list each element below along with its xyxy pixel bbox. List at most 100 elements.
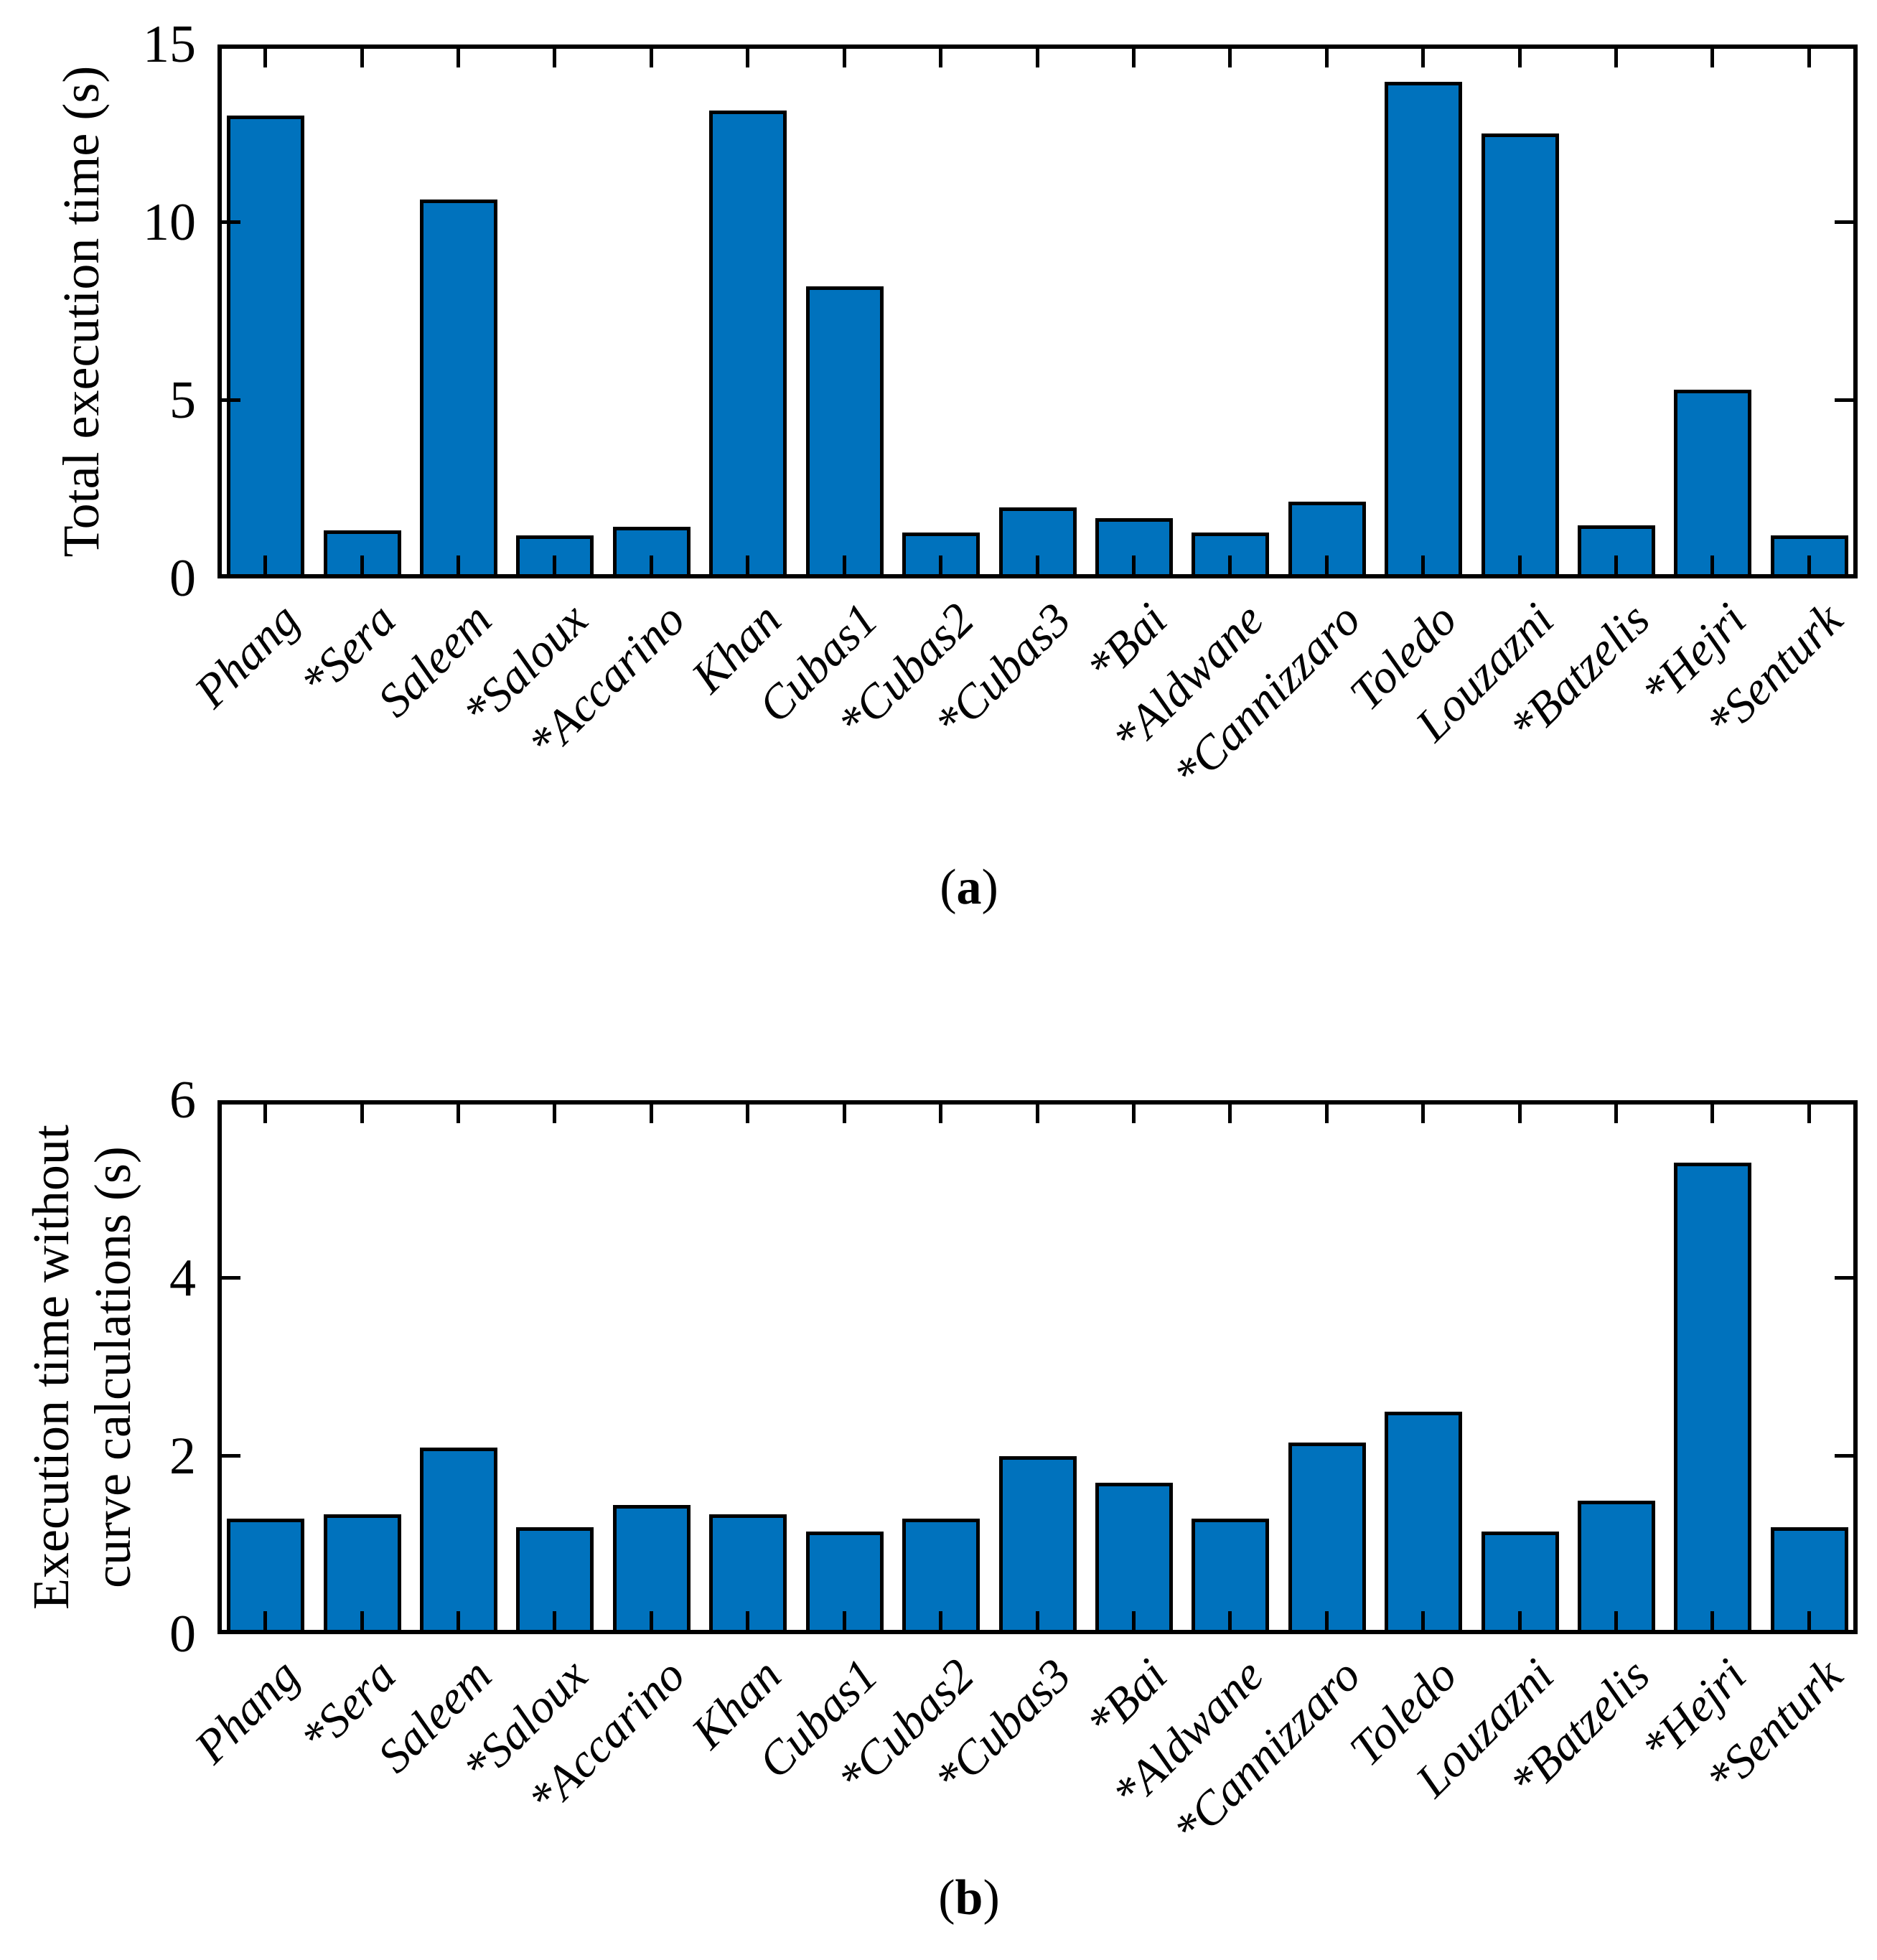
y-tick-label-10: 10 <box>143 193 196 252</box>
y-tick-label-0: 0 <box>169 549 196 608</box>
x-tick-bottom <box>360 555 364 574</box>
x-tick-bottom <box>457 1611 460 1630</box>
x-tick-bottom <box>1614 1611 1618 1630</box>
x-tick-top <box>939 1105 942 1123</box>
caption-paren-open: ( <box>940 860 957 915</box>
panel-caption-a: (a) <box>940 859 998 916</box>
y-axis-label-a: Total execution time (s) <box>50 66 112 558</box>
x-tick-top <box>1421 1105 1425 1123</box>
x-tick-bottom <box>1710 555 1714 574</box>
x-tick-bottom <box>1518 1611 1522 1630</box>
x-tick-bottom <box>939 1611 942 1630</box>
x-tick-top <box>1228 49 1232 67</box>
x-tick-bottom <box>843 1611 846 1630</box>
x-tick-label-Phang: Phang <box>184 1649 309 1774</box>
x-tick-bottom <box>1421 1611 1425 1630</box>
bar-Cubas3 <box>999 1456 1077 1634</box>
x-tick-bottom <box>1036 555 1039 574</box>
x-tick-top <box>843 1105 846 1123</box>
y-tick-right <box>1835 1454 1853 1458</box>
caption-paren-close: ) <box>981 860 998 915</box>
x-tick-bottom <box>939 555 942 574</box>
x-tick-top <box>1132 1105 1136 1123</box>
caption-letter: a <box>956 860 982 915</box>
x-tick-top <box>1132 49 1136 67</box>
x-tick-top <box>1228 1105 1232 1123</box>
x-tick-top <box>650 1105 653 1123</box>
x-tick-bottom <box>1807 1611 1811 1630</box>
x-tick-top <box>1807 49 1811 67</box>
bar-Toledo <box>1385 82 1462 578</box>
x-tick-bottom <box>746 1611 749 1630</box>
bar-Hejri <box>1674 390 1751 578</box>
bar-Cubas1 <box>806 286 884 578</box>
y-tick-left <box>222 220 240 224</box>
x-tick-top <box>1325 49 1329 67</box>
bar-Louzazni <box>1482 1532 1559 1634</box>
x-tick-top <box>1614 49 1618 67</box>
plot-frame-b <box>217 1100 1858 1634</box>
x-tick-bottom <box>1325 1611 1329 1630</box>
y-tick-label-4: 4 <box>169 1249 196 1308</box>
panel-caption-b: (b) <box>938 1870 1000 1927</box>
x-tick-top <box>360 1105 364 1123</box>
bar-Hejri <box>1674 1163 1751 1634</box>
x-tick-label-Phang: Phang <box>184 593 309 718</box>
x-tick-top <box>457 49 460 67</box>
x-tick-top <box>1518 1105 1522 1123</box>
x-tick-top <box>1614 1105 1618 1123</box>
x-tick-top <box>553 1105 556 1123</box>
x-tick-top <box>1710 49 1714 67</box>
x-tick-bottom <box>1614 555 1618 574</box>
x-tick-bottom <box>263 555 267 574</box>
bar-Phang <box>227 116 304 578</box>
y-tick-label-0: 0 <box>169 1605 196 1664</box>
x-tick-bottom <box>553 1611 556 1630</box>
caption-paren-close: ) <box>983 1870 1000 1926</box>
caption-paren-open: ( <box>938 1870 955 1926</box>
x-tick-top <box>1807 1105 1811 1123</box>
x-tick-top <box>553 49 556 67</box>
y-axis-label-line: Execution time without <box>22 1125 80 1610</box>
x-tick-top <box>1710 1105 1714 1123</box>
x-tick-top <box>457 1105 460 1123</box>
x-tick-bottom <box>1421 555 1425 574</box>
x-tick-bottom <box>360 1611 364 1630</box>
y-tick-left <box>222 1276 240 1280</box>
x-tick-top <box>1518 49 1522 67</box>
x-tick-bottom <box>843 555 846 574</box>
y-tick-right <box>1835 220 1853 224</box>
x-tick-bottom <box>650 1611 653 1630</box>
x-tick-bottom <box>1132 555 1136 574</box>
y-tick-label-5: 5 <box>169 371 196 430</box>
x-tick-top <box>746 1105 749 1123</box>
x-tick-top <box>650 49 653 67</box>
bar-Toledo <box>1385 1412 1462 1634</box>
y-tick-label-15: 15 <box>143 15 196 74</box>
y-axis-label-line: Total execution time (s) <box>52 65 110 558</box>
bar-Khan <box>709 111 787 578</box>
y-tick-right <box>1835 1276 1853 1280</box>
plot-frame-a <box>217 44 1858 578</box>
x-tick-top <box>939 49 942 67</box>
y-axis-label-b: Execution time without curve calculations… <box>20 1125 144 1610</box>
x-tick-bottom <box>746 555 749 574</box>
x-tick-bottom <box>553 555 556 574</box>
x-tick-bottom <box>1518 555 1522 574</box>
x-tick-top <box>1036 1105 1039 1123</box>
x-tick-top <box>746 49 749 67</box>
y-tick-label-6: 6 <box>169 1071 196 1130</box>
y-tick-label-2: 2 <box>169 1427 196 1486</box>
x-tick-top <box>360 49 364 67</box>
x-tick-bottom <box>1325 555 1329 574</box>
x-tick-bottom <box>1228 555 1232 574</box>
x-tick-top <box>263 49 267 67</box>
x-tick-top <box>1325 1105 1329 1123</box>
x-tick-bottom <box>263 1611 267 1630</box>
bar-Saloux <box>516 1527 594 1634</box>
x-tick-bottom <box>1710 1611 1714 1630</box>
x-tick-top <box>1036 49 1039 67</box>
x-tick-bottom <box>1228 1611 1232 1630</box>
x-tick-bottom <box>1132 1611 1136 1630</box>
